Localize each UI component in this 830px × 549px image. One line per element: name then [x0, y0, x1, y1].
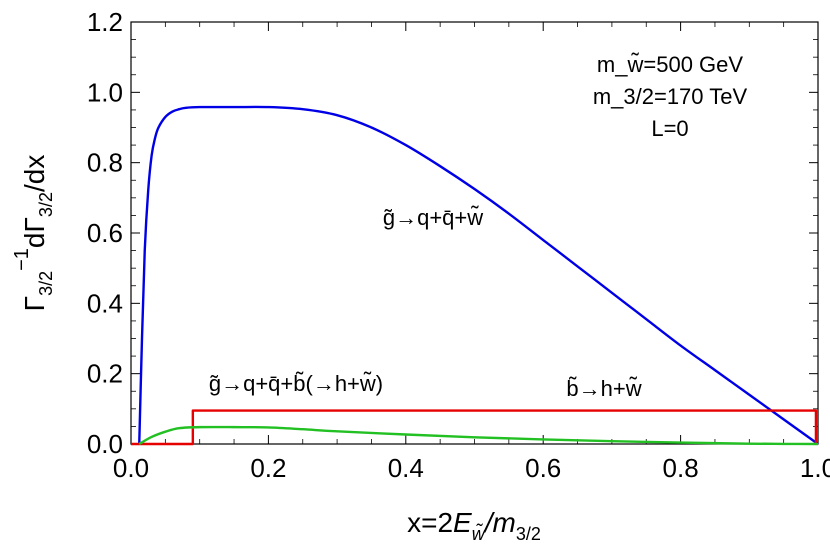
parameter-mass-wino: m_w̃=500 GeV — [597, 52, 743, 77]
y-tick-label: 0.8 — [87, 148, 123, 178]
parameter-mass-gravitino: m_3/2=170 TeV — [593, 84, 748, 109]
x-tick-label: 1.0 — [800, 453, 830, 483]
x-tick-label: 0.6 — [525, 453, 561, 483]
x-tick-label: 0.4 — [388, 453, 424, 483]
axis-ticks: 0.0 0.2 0.4 0.6 0.8 1.0 0.0 0.2 0.4 0.6 0.8 1.0 1.2 — [87, 7, 830, 483]
x-tick-label: 0.8 — [663, 453, 699, 483]
series-label-sbottom-higgs: b̃→h+w̃ — [566, 376, 641, 401]
series-label-gluino-wino: g̃→q+q̄+w̃ — [383, 205, 483, 230]
y-tick-label: 0.6 — [87, 218, 123, 248]
parameter-L: L=0 — [651, 116, 688, 141]
y-axis-title: Γ3/2−1dΓ3/2/dx — [11, 155, 56, 312]
series-label-gluino-sbottom: g̃→q+q̄+b̃(→h+w̃) — [209, 371, 383, 396]
x-tick-label: 0.0 — [113, 453, 149, 483]
series-line-gluino-wino — [138, 105, 819, 445]
y-tick-label: 1.2 — [87, 7, 123, 37]
x-tick-label: 0.2 — [250, 453, 286, 483]
y-tick-label: 0.2 — [87, 359, 123, 389]
series-line-gluino-sbottom — [138, 425, 819, 446]
x-axis-title: x=2Ew̃/m3/2 — [407, 507, 541, 544]
y-tick-label: 0.4 — [87, 288, 123, 318]
y-tick-label: 1.0 — [87, 77, 123, 107]
y-tick-label: 0.0 — [87, 429, 123, 459]
series-group — [131, 105, 819, 446]
series-line-sbottom-higgs — [131, 409, 818, 446]
